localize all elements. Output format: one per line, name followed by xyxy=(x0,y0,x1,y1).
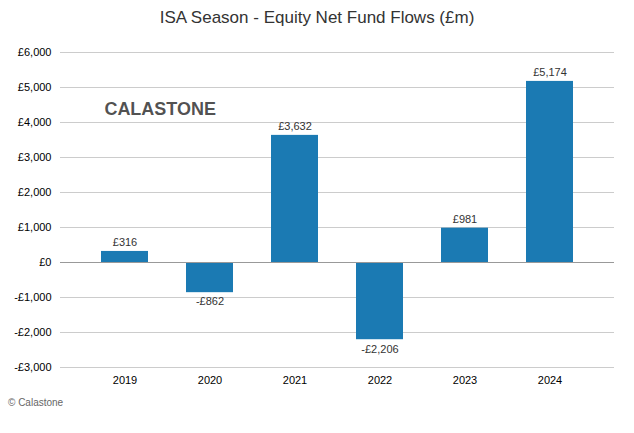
html-text:ISA Season - Equity Net Fund F: ISA Season - Equity Net Fund Flows (£m) xyxy=(159,8,475,27)
svg-text:-£862: -£862 xyxy=(196,295,224,307)
svg-text:2019: 2019 xyxy=(113,374,137,386)
svg-text:-£3,000: -£3,000 xyxy=(14,361,51,373)
svg-text:£2,000: £2,000 xyxy=(18,186,52,198)
svg-text:2020: 2020 xyxy=(198,374,222,386)
svg-text:2023: 2023 xyxy=(453,374,477,386)
svg-text:£4,000: £4,000 xyxy=(18,116,52,128)
svg-text:£6,000: £6,000 xyxy=(18,46,52,58)
svg-text:£3,000: £3,000 xyxy=(18,151,52,163)
svg-text:£981: £981 xyxy=(453,213,477,225)
svg-text:-£2,000: -£2,000 xyxy=(14,326,51,338)
svg-text:-£2,206: -£2,206 xyxy=(361,343,398,355)
svg-text:£5,174: £5,174 xyxy=(533,66,567,78)
svg-text:CALASTONE: CALASTONE xyxy=(104,99,216,119)
svg-text:£1,000: £1,000 xyxy=(18,221,52,233)
svg-text:£5,000: £5,000 xyxy=(18,81,52,93)
svg-text:2024: 2024 xyxy=(538,374,562,386)
svg-text:2022: 2022 xyxy=(368,374,392,386)
html-text:© Calastone: © Calastone xyxy=(8,397,64,408)
svg-text:2021: 2021 xyxy=(283,374,307,386)
svg-text:-£1,000: -£1,000 xyxy=(14,291,51,303)
svg-text:£3,632: £3,632 xyxy=(278,120,312,132)
svg-text:£0: £0 xyxy=(39,256,51,268)
svg-text:£316: £316 xyxy=(113,236,137,248)
